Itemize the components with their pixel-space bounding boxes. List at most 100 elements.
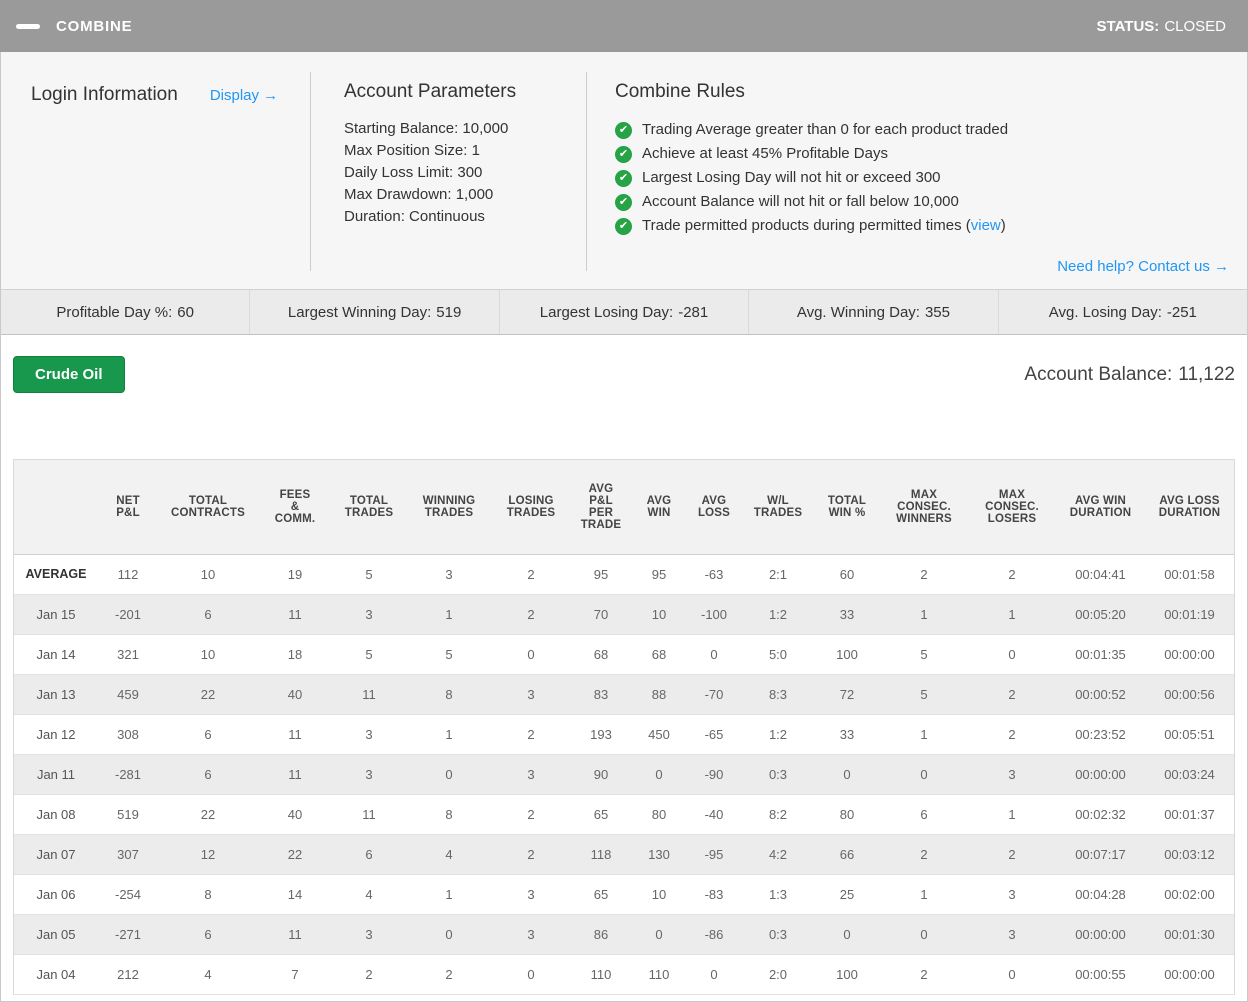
cell: 110 [570, 954, 632, 995]
cell: -281 [98, 754, 158, 795]
cell: 3 [406, 554, 492, 595]
cell: 5 [880, 674, 968, 715]
column-header: MAX CONSEC. WINNERS [880, 460, 968, 555]
cell: 0 [632, 914, 686, 955]
cell: 10 [158, 634, 258, 675]
cell: 22 [158, 674, 258, 715]
cell: -271 [98, 914, 158, 955]
cell: 18 [258, 634, 332, 675]
title-bar: COMBINE STATUS: CLOSED [0, 0, 1248, 52]
display-link[interactable]: Display → [209, 87, 279, 104]
cell: 8 [406, 674, 492, 715]
cell: 3 [332, 754, 406, 795]
rule-text: Largest Losing Day will not hit or excee… [642, 169, 941, 186]
check-circle-icon: ✔ [615, 217, 632, 235]
account-balance-value: 11,122 [1178, 363, 1235, 385]
cell: -254 [98, 874, 158, 915]
column-header: W/L TRADES [742, 460, 814, 555]
cell: -70 [686, 674, 742, 715]
table-row: AVERAGE 112 10 19 5 3 2 95 95 -63 2:1 60 2 2 00:04:41 0… [14, 554, 1234, 595]
cell: 0 [492, 634, 570, 675]
cell: 80 [814, 794, 880, 835]
cell: 100 [814, 634, 880, 675]
column-header: FEES & COMM. [258, 460, 332, 555]
cell: 11 [258, 594, 332, 635]
column-header: TOTAL CONTRACTS [158, 460, 258, 555]
cell: 0 [686, 634, 742, 675]
cell: 00:04:41 [1056, 554, 1145, 595]
cell: 3 [332, 714, 406, 755]
cell: 00:00:00 [1056, 754, 1145, 795]
param-duration: Duration: Continuous [344, 208, 485, 225]
cell: 8:2 [742, 794, 814, 835]
combine-rules-section: Combine Rules ✔ Trading Average greater … [587, 52, 1247, 289]
rule-text: Trading Average greater than 0 for each … [642, 121, 1009, 138]
cell: 00:23:52 [1056, 714, 1145, 755]
cell: 3 [492, 914, 570, 955]
cell: 8 [158, 874, 258, 915]
check-circle-icon: ✔ [615, 169, 632, 187]
cell: 1:2 [742, 594, 814, 635]
status-badge: STATUS: CLOSED [1097, 18, 1226, 35]
cell: 100 [814, 954, 880, 995]
cell: 3 [492, 674, 570, 715]
contact-us-link[interactable]: Need help? Contact us → [1057, 258, 1229, 275]
rule-item: ✔ Account Balance will not hit or fall b… [615, 190, 1227, 214]
cell: 8 [406, 794, 492, 835]
cell: 0:3 [742, 914, 814, 955]
cell: 6 [158, 594, 258, 635]
cell: 00:00:52 [1056, 674, 1145, 715]
cell: 00:05:20 [1056, 594, 1145, 635]
cell: 118 [570, 834, 632, 875]
cell: 2 [406, 954, 492, 995]
cell: 3 [332, 914, 406, 955]
cell: 10 [632, 874, 686, 915]
cell: 0 [968, 954, 1056, 995]
product-tab-crude-oil[interactable]: Crude Oil [13, 356, 125, 393]
cell: 1:2 [742, 714, 814, 755]
table-row: Jan 07 307 12 22 6 4 2 118 130 -95 4:2 66 2 2 00:07:17… [14, 834, 1234, 875]
cell: 00:01:37 [1145, 794, 1234, 835]
cell: 2 [492, 794, 570, 835]
collapse-icon[interactable] [16, 23, 40, 29]
cell: 193 [570, 714, 632, 755]
cell: 95 [632, 554, 686, 595]
table-row: Jan 05 -271 6 11 3 0 3 86 0 -86 0:3 0 0 3 00:00:00 00:0… [14, 914, 1234, 955]
cell: 2 [880, 834, 968, 875]
cell: 00:02:32 [1056, 794, 1145, 835]
rule-text: Trade permitted products during permitte… [642, 217, 1006, 234]
cell: -90 [686, 754, 742, 795]
account-balance-label: Account Balance: [1024, 363, 1173, 385]
cell: 00:05:51 [1145, 714, 1234, 755]
cell: 10 [158, 554, 258, 595]
cell: 33 [814, 714, 880, 755]
main-area: Crude Oil Account Balance: 11,122 NET P&L… [1, 335, 1247, 995]
cell: 11 [332, 674, 406, 715]
login-information-section: Login Information Display → [1, 52, 310, 289]
info-panel: Login Information Display → Account Para… [1, 52, 1247, 289]
table-header: NET P&L TOTAL CONTRACTS FEES & COMM. TOTAL … [14, 460, 1234, 555]
cell: 00:01:58 [1145, 554, 1234, 595]
cell: 2 [332, 954, 406, 995]
param-starting-balance: Starting Balance: 10,000 [344, 120, 509, 137]
cell: -100 [686, 594, 742, 635]
column-header [14, 460, 98, 555]
cell: 88 [632, 674, 686, 715]
stat-largest-losing-day: Largest Losing Day: -281 [498, 290, 748, 334]
view-link[interactable]: view [970, 217, 1001, 234]
table-row: Jan 06 -254 8 14 4 1 3 65 10 -83 1:3 25 1 3 00:04:28 00… [14, 874, 1234, 915]
table-body: AVERAGE 112 10 19 5 3 2 95 95 -63 2:1 60 2 2 00:04:41 0… [14, 554, 1234, 995]
stat-avg-winning-day: Avg. Winning Day: 355 [748, 290, 997, 334]
cell: 2 [968, 834, 1056, 875]
cell: 12 [158, 834, 258, 875]
cell: 2:1 [742, 554, 814, 595]
rule-item: ✔ Trade permitted products during permit… [615, 214, 1227, 238]
cell: 2 [492, 834, 570, 875]
rule-text: Account Balance will not hit or fall bel… [642, 193, 959, 210]
cell: -40 [686, 794, 742, 835]
cell: 80 [632, 794, 686, 835]
cell: -65 [686, 714, 742, 755]
cell: 1 [968, 794, 1056, 835]
table-row: Jan 11 -281 6 11 3 0 3 90 0 -90 0:3 0 0 3 00:00:00 00:0… [14, 754, 1234, 795]
cell: 40 [258, 674, 332, 715]
